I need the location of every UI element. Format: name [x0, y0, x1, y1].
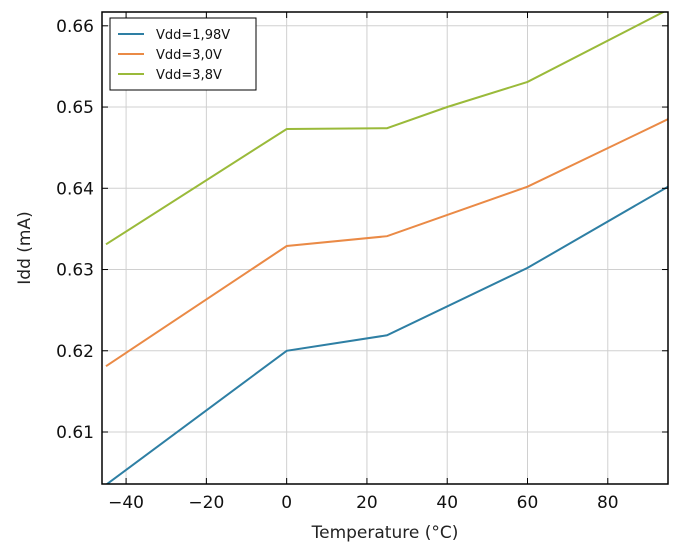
plot-frame: [101, 11, 669, 485]
y-tick-label: 0.64: [56, 179, 94, 199]
series-lines: [105, 12, 668, 484]
axis-ticks: −40 −20 0 20 40 60 80 0.61 0.62 0.63 0.64 0.65 0.66: [56, 12, 668, 513]
y-tick-label: 0.61: [56, 423, 94, 443]
legend: Vdd=1,98V Vdd=3,0V Vdd=3,8V: [109, 17, 257, 91]
x-tick-label: −40: [108, 493, 144, 513]
legend-label: Vdd=1,98V: [156, 28, 230, 43]
x-axis-label: Temperature (°C): [311, 523, 459, 543]
x-tick-label: 60: [517, 493, 539, 513]
legend-label: Vdd=3,0V: [156, 48, 222, 63]
grid-lines: [102, 12, 668, 484]
x-tick-label: 20: [356, 493, 378, 513]
legend-label: Vdd=3,8V: [156, 68, 222, 83]
y-axis-label: Idd (mA): [15, 211, 35, 284]
x-tick-label: 0: [281, 493, 292, 513]
y-tick-label: 0.62: [56, 342, 94, 362]
y-tick-label: 0.63: [56, 261, 94, 281]
x-tick-label: −20: [188, 493, 224, 513]
y-tick-label: 0.66: [56, 17, 94, 37]
series-line: [105, 185, 668, 484]
series-line: [105, 118, 668, 368]
x-tick-label: 80: [597, 493, 619, 513]
x-tick-label: 40: [436, 493, 458, 513]
series-line: [105, 12, 666, 246]
y-tick-label: 0.65: [56, 98, 94, 118]
